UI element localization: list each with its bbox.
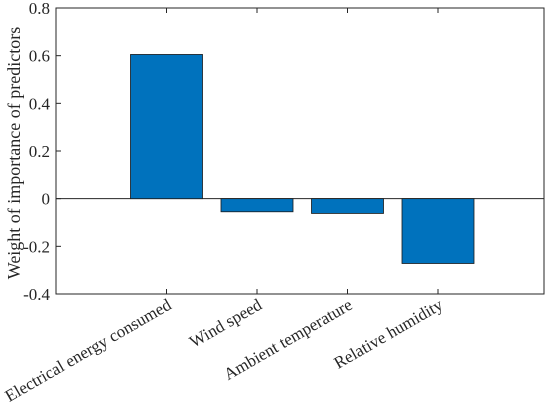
- y-tick-label: 0: [42, 190, 51, 209]
- bar-3: [401, 198, 475, 264]
- bar-0: [130, 54, 203, 200]
- bar-2: [311, 198, 384, 214]
- bars-group: [130, 54, 475, 264]
- y-tick-label: 0.2: [29, 142, 50, 161]
- y-tick-label: 0.6: [29, 47, 50, 66]
- x-tick-label: Electrical energy consumed: [2, 295, 175, 406]
- y-tick-label: 0.4: [29, 94, 51, 113]
- y-tick-label: 0.8: [29, 0, 50, 18]
- y-axis-ticks: -0.4 -0.2 0 0.2 0.4 0.6 0.8: [23, 0, 61, 304]
- bar-1: [220, 198, 294, 213]
- y-tick-label: -0.4: [23, 285, 50, 304]
- x-tick-label: Wind speed: [186, 295, 265, 352]
- y-tick-label: -0.2: [23, 237, 50, 256]
- y-axis-label: Weight of importance of predictors: [4, 27, 24, 279]
